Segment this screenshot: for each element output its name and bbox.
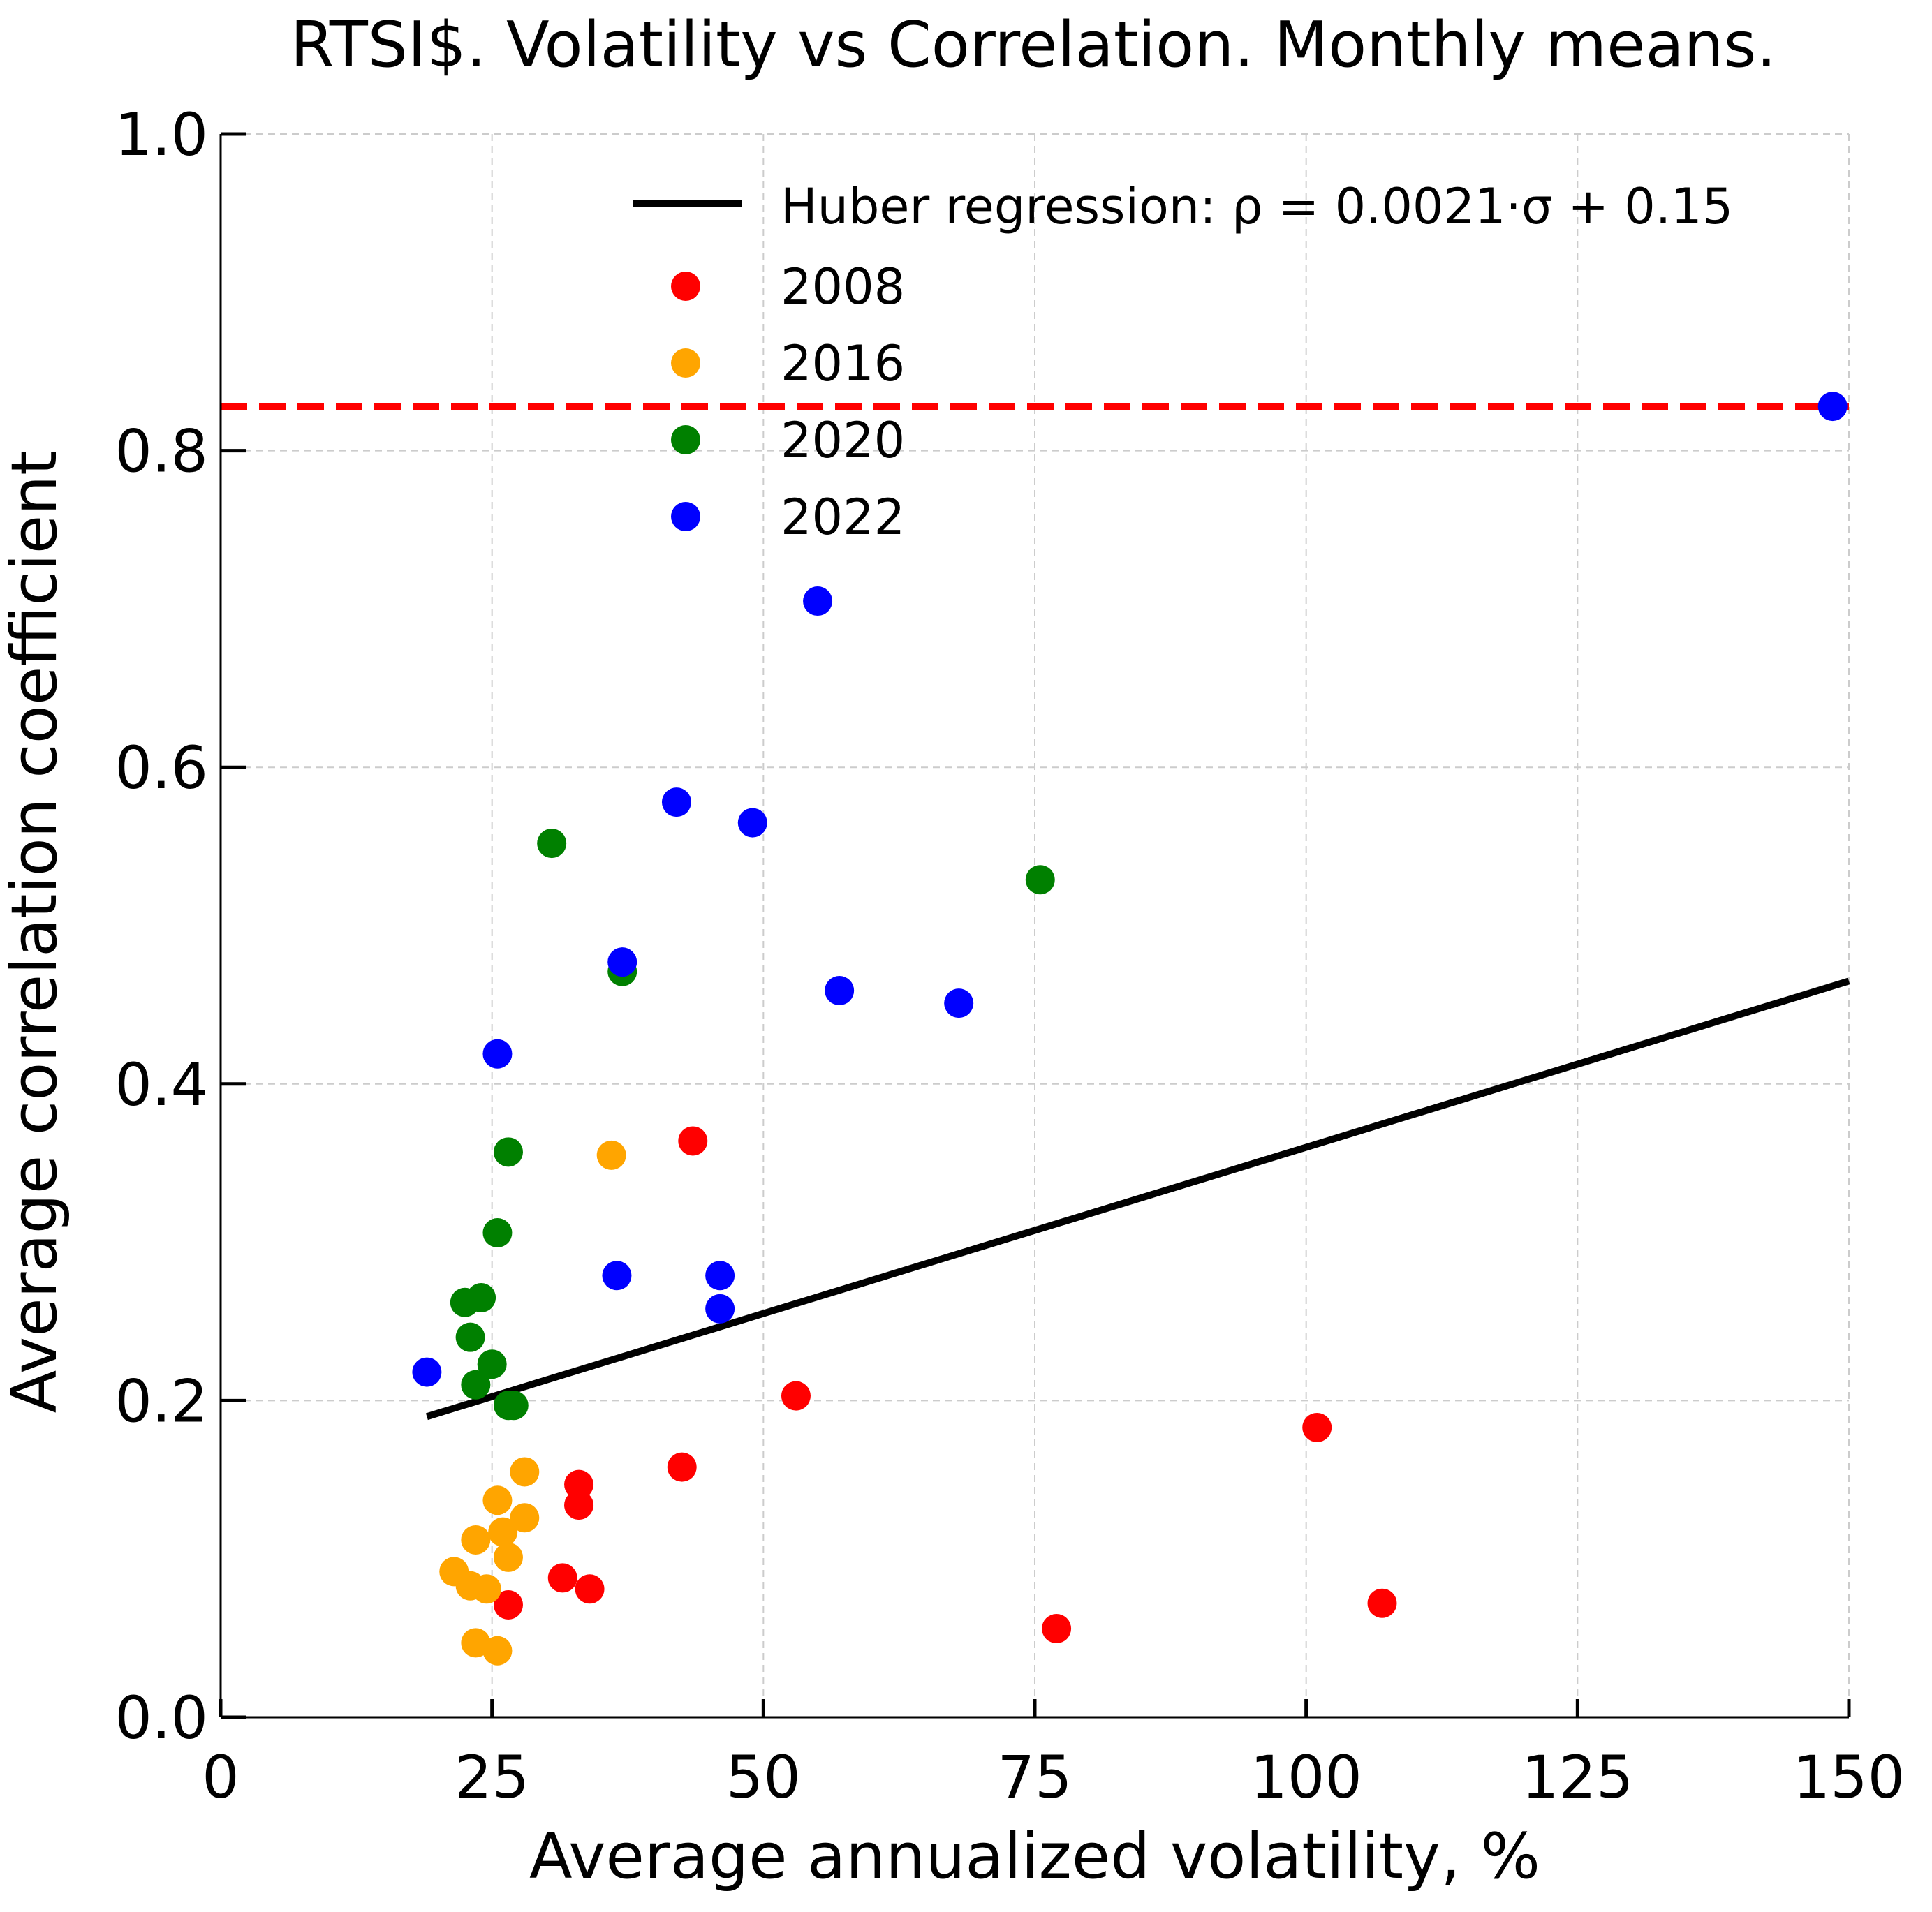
chart-title: RTSI$. Volatility vs Correlation. Monthl… — [290, 8, 1776, 82]
x-tick-label: 75 — [998, 1743, 1072, 1811]
data-point-2022 — [944, 988, 974, 1018]
data-point-2008 — [1042, 1613, 1072, 1643]
data-point-2016 — [493, 1542, 523, 1572]
y-tick-label: 0.8 — [115, 417, 208, 486]
data-point-2008 — [547, 1563, 577, 1593]
legend-label-2016: 2016 — [781, 335, 905, 392]
regression-line — [425, 977, 1850, 1421]
data-point-2020 — [482, 1217, 513, 1247]
data-point-2016 — [488, 1517, 518, 1547]
data-point-2020 — [493, 1137, 523, 1167]
data-point-2022 — [803, 586, 833, 616]
data-point-2022 — [705, 1261, 735, 1291]
x-tick-label: 100 — [1250, 1743, 1362, 1811]
data-point-2016 — [510, 1457, 540, 1487]
data-point-2016 — [482, 1636, 513, 1666]
data-point-2020 — [466, 1282, 496, 1312]
data-point-2022 — [705, 1294, 735, 1324]
data-point-2016 — [596, 1140, 626, 1170]
legend-marker-2022 — [671, 502, 700, 531]
x-tick-label: 25 — [455, 1743, 529, 1811]
y-tick-label: 0.4 — [115, 1051, 208, 1119]
x-axis-label: Average annualized volatility, % — [529, 1820, 1540, 1893]
grid-lines — [220, 133, 1850, 1718]
y-tick-label: 0.2 — [115, 1367, 208, 1435]
data-point-2008 — [575, 1574, 605, 1604]
axes — [219, 132, 1851, 1719]
legend: Huber regression: ρ = 0.0021·σ + 0.15 200… — [633, 178, 1733, 546]
y-axis-label: Average correlation coefficient — [0, 451, 71, 1414]
data-point-2022 — [661, 787, 691, 817]
data-point-2008 — [781, 1381, 811, 1411]
x-tick-label: 0 — [202, 1743, 239, 1811]
data-point-2022 — [825, 975, 855, 1005]
data-point-2016 — [510, 1503, 540, 1533]
data-point-2008 — [1367, 1588, 1397, 1618]
legend-label-2008: 2008 — [781, 258, 905, 316]
legend-label-2022: 2022 — [781, 489, 905, 546]
data-point-2020 — [455, 1322, 485, 1352]
y-tick-label: 0.6 — [115, 734, 208, 802]
data-point-2022 — [607, 947, 637, 977]
legend-regression-label: Huber regression: ρ = 0.0021·σ + 0.15 — [781, 178, 1733, 235]
data-points — [412, 392, 1848, 1666]
tick-labels: 0 25 50 75 100 125 150 0.0 0.2 0.4 0.6 0.8 1.0 — [115, 101, 1905, 1811]
legend-marker-2008 — [671, 272, 700, 301]
data-point-2022 — [412, 1357, 442, 1387]
data-point-2022 — [737, 808, 767, 838]
data-point-2022 — [602, 1261, 632, 1291]
legend-label-2020: 2020 — [781, 412, 905, 469]
data-point-2008 — [678, 1126, 708, 1156]
data-point-2008 — [564, 1490, 594, 1520]
data-point-2020 — [499, 1391, 529, 1421]
y-tick-label: 0.0 — [115, 1684, 208, 1752]
data-point-2020 — [461, 1370, 491, 1400]
data-point-2008 — [564, 1469, 594, 1499]
data-point-2020 — [477, 1349, 507, 1379]
data-point-2008 — [493, 1589, 523, 1620]
data-point-2016 — [471, 1574, 501, 1604]
data-point-2008 — [667, 1452, 697, 1482]
data-point-2022 — [1817, 392, 1848, 422]
data-point-2008 — [1302, 1412, 1332, 1442]
data-point-2016 — [461, 1525, 491, 1555]
legend-marker-2020 — [671, 425, 700, 454]
data-point-2020 — [537, 829, 567, 859]
data-point-2020 — [1025, 865, 1055, 895]
x-tick-label: 125 — [1521, 1743, 1633, 1811]
x-tick-label: 50 — [726, 1743, 801, 1811]
y-tick-label: 1.0 — [115, 101, 208, 169]
x-tick-label: 150 — [1793, 1743, 1905, 1811]
data-point-2016 — [482, 1485, 513, 1515]
legend-marker-2016 — [671, 348, 700, 378]
data-point-2022 — [482, 1039, 513, 1069]
